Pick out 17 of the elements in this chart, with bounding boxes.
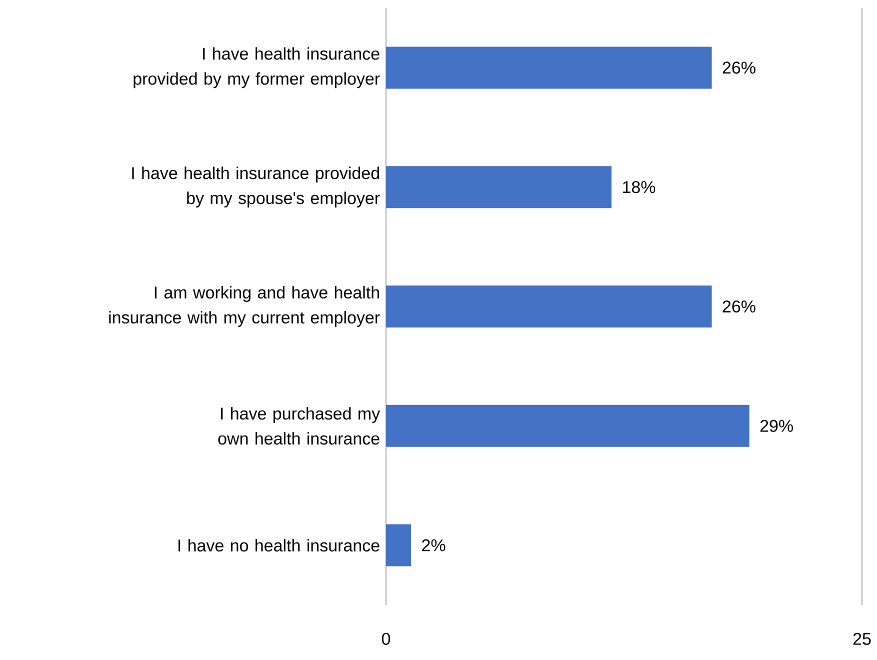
text: 0 <box>382 632 390 645</box>
bar <box>386 524 412 566</box>
bar <box>386 166 612 208</box>
data-label: 18% <box>623 181 656 194</box>
y-tick-label: I am working and have health insurance with my current employer <box>109 286 380 327</box>
data-label: 29% <box>760 420 793 432</box>
y-tick-label: I have health insurance provided by my spouse's employer <box>132 166 380 208</box>
data-label: 26% <box>722 300 756 313</box>
y-tick-label: I have health insurance provided by my former employer <box>134 47 380 88</box>
text: 25 <box>853 632 871 645</box>
y-tick-label: I have purchased my own health insurance <box>218 407 380 445</box>
y-tick-label: I have no health insurance <box>178 539 380 552</box>
data-label: 2% <box>422 539 446 552</box>
bar <box>386 404 750 447</box>
bar <box>386 285 712 328</box>
data-label: 26% <box>722 62 756 74</box>
bar <box>386 46 712 89</box>
